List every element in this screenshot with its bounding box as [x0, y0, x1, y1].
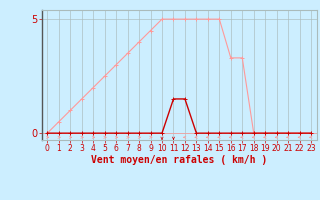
X-axis label: Vent moyen/en rafales ( km/h ): Vent moyen/en rafales ( km/h ) [91, 155, 267, 165]
